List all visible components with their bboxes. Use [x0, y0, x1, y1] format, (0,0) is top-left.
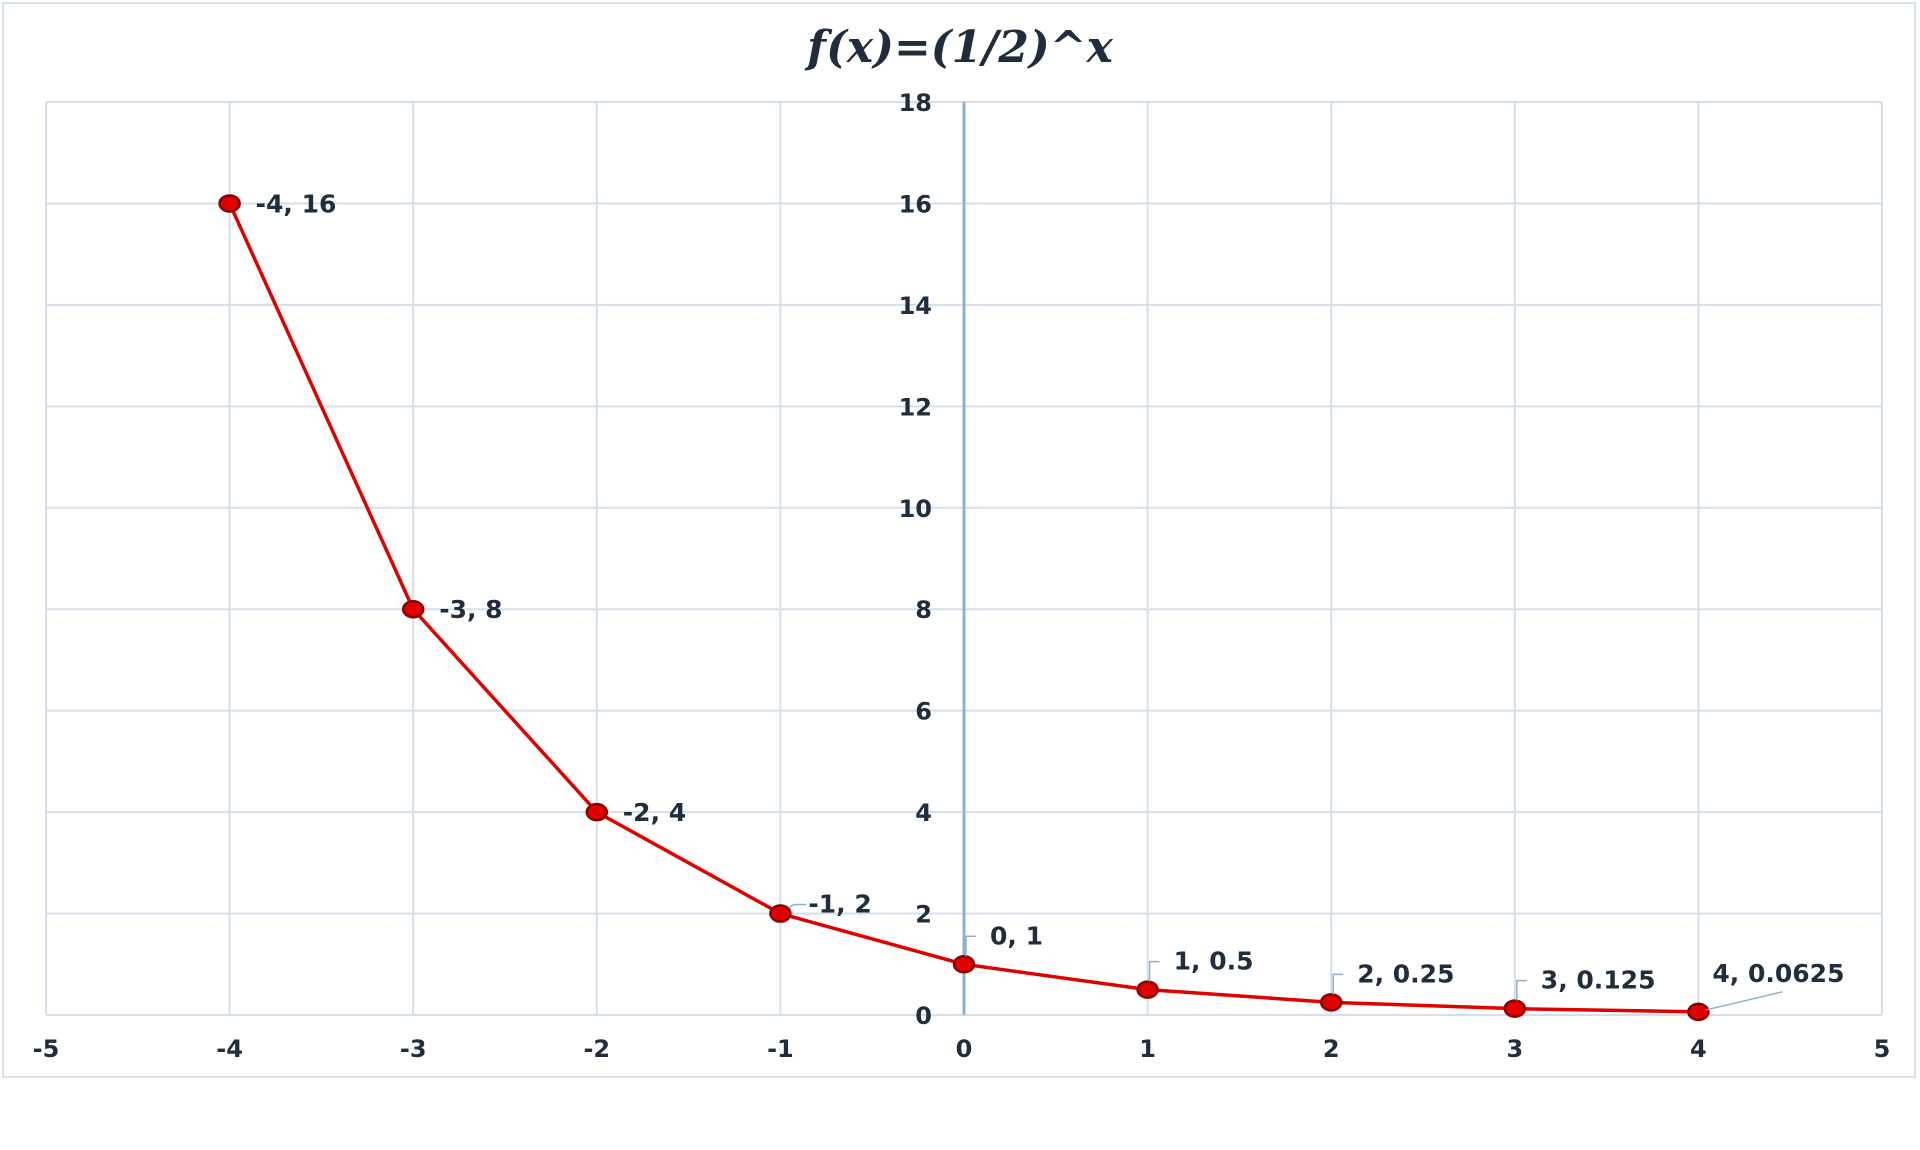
x-tick-label: 5: [1874, 1035, 1891, 1063]
data-label: 0, 1: [990, 921, 1043, 950]
data-point-marker: [585, 802, 609, 822]
y-tick-label: 0: [915, 1002, 932, 1030]
x-tick-label: -2: [583, 1035, 610, 1063]
data-label-leader: [1332, 973, 1344, 995]
data-label-leader: [965, 935, 976, 957]
y-tick-label: 10: [899, 495, 932, 523]
y-tick-label: 8: [915, 596, 932, 624]
x-tick-label: 0: [956, 1035, 973, 1063]
markers: [218, 194, 1710, 1022]
data-label-leader: [788, 903, 807, 909]
data-label: 1, 0.5: [1174, 947, 1254, 976]
data-label: -3, 8: [439, 595, 502, 624]
x-tick-label: -4: [216, 1035, 243, 1063]
x-tick-label: 2: [1323, 1035, 1340, 1063]
y-tick-label: 18: [899, 89, 932, 117]
y-tick-label: 16: [899, 190, 932, 218]
data-label: -2, 4: [623, 798, 686, 827]
data-point-marker: [769, 904, 792, 923]
x-tick-label: 3: [1506, 1035, 1523, 1063]
data-point-marker: [952, 955, 976, 974]
data-point-marker: [218, 194, 241, 213]
y-tick-label: 6: [915, 698, 932, 726]
data-label-leader: [1516, 979, 1527, 1001]
y-tick-label: 14: [899, 292, 932, 320]
data-label-leader: [1706, 991, 1783, 1011]
data-labels: -4, 16 -3, 8 -2, 4 -1, 2 0, 1 1, 0.5 2, 0.25 3,…: [256, 189, 1844, 1011]
chart-frame: [2, 2, 1916, 1078]
data-point-marker: [1136, 980, 1159, 999]
x-tick-label: -1: [767, 1035, 794, 1063]
data-label: 2, 0.25: [1357, 959, 1454, 988]
y-tick-label: 2: [915, 901, 932, 929]
data-point-marker: [1503, 999, 1527, 1018]
data-label-leader: [1148, 960, 1160, 982]
data-label: -4, 16: [256, 189, 337, 218]
x-tick-label: -3: [400, 1035, 427, 1063]
data-point-marker: [1319, 993, 1343, 1012]
data-label: -1, 2: [808, 890, 871, 919]
x-tick-label: 4: [1690, 1035, 1707, 1063]
data-label: 3, 0.125: [1541, 966, 1656, 995]
y-tick-label: 4: [915, 799, 932, 827]
data-point-marker: [1687, 1002, 1710, 1022]
chart-title: f(x)=(1/2)^x: [804, 22, 1113, 73]
x-tick-label: 1: [1139, 1035, 1156, 1063]
x-tick-label: -5: [33, 1035, 60, 1063]
data-point-marker: [401, 599, 425, 619]
y-tick-label: 12: [899, 393, 932, 421]
data-label: 4, 0.0625: [1712, 959, 1844, 988]
